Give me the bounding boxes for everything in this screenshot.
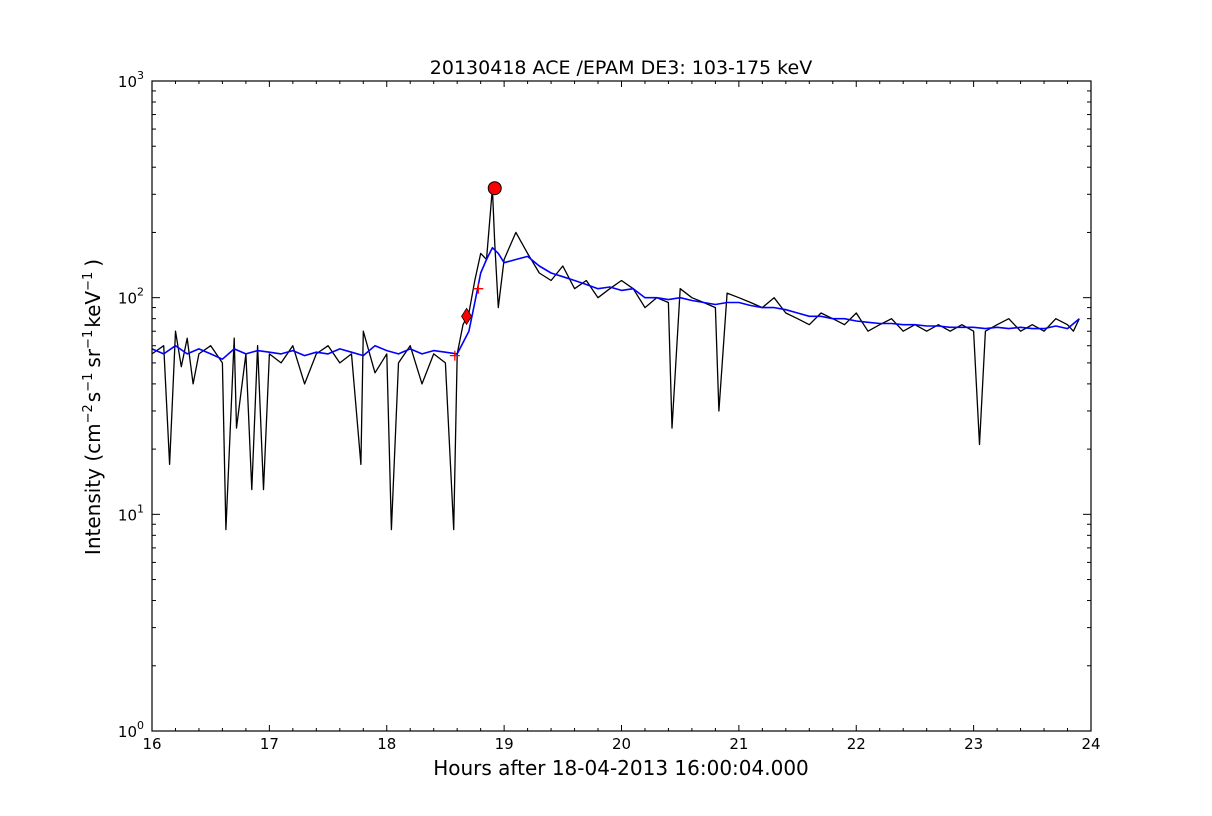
y-label-part: keV: [81, 291, 105, 328]
plot-frame: [151, 80, 1092, 732]
series-line-raw: [152, 187, 1080, 531]
y-label-part: sr: [81, 348, 105, 367]
x-tick-label: 18: [377, 735, 396, 753]
series-line-smoothed: [152, 246, 1080, 361]
y-label-sup: −1: [81, 272, 96, 291]
peak-circle: [487, 181, 502, 196]
y-tick-base: 10: [118, 290, 137, 308]
x-tick-label: 19: [495, 735, 514, 753]
y-tick-label: 101: [118, 502, 144, 524]
y-axis-label: Intensity (cm−2s−1sr−1keV−1): [81, 259, 105, 555]
plot-clipped-group: [152, 181, 1080, 531]
x-tick-label: 20: [612, 735, 631, 753]
onset-plus-1: [449, 350, 460, 361]
x-tick-label: 21: [729, 735, 748, 753]
axes-frame: [151, 80, 1092, 732]
y-tick-base: 10: [118, 506, 137, 524]
x-tick-label: 24: [1081, 735, 1100, 753]
y-tick-exp: 1: [137, 502, 144, 515]
x-axis-label: Hours after 18-04-2013 16:00:04.000: [433, 756, 809, 780]
y-label-part: s: [81, 392, 105, 402]
y-tick-exp: 3: [137, 69, 144, 82]
onset-diamond: [461, 307, 473, 326]
y-tick-exp: 0: [137, 719, 144, 732]
x-tick-label: 23: [964, 735, 983, 753]
y-label-part: ): [81, 259, 105, 267]
y-label-sup: −1: [81, 373, 96, 392]
onset-plus-2: [473, 283, 484, 294]
plot-area: [152, 181, 1080, 531]
y-label-sup: −1: [81, 330, 96, 349]
y-tick-label: 102: [118, 286, 144, 308]
x-tick-label: 16: [142, 735, 161, 753]
y-tick-exp: 2: [137, 286, 144, 299]
y-tick-label: 103: [118, 69, 144, 91]
y-tick-base: 10: [118, 73, 137, 91]
y-tick-label: 100: [118, 719, 144, 741]
y-label-sup: −2: [81, 404, 96, 423]
y-tick-base: 10: [118, 723, 137, 741]
x-tick-label: 22: [847, 735, 866, 753]
y-label-part: Intensity (cm: [81, 423, 105, 555]
chart-title: 20130418 ACE /EPAM DE3: 103-175 keV: [430, 57, 812, 79]
x-tick-label: 17: [260, 735, 279, 753]
